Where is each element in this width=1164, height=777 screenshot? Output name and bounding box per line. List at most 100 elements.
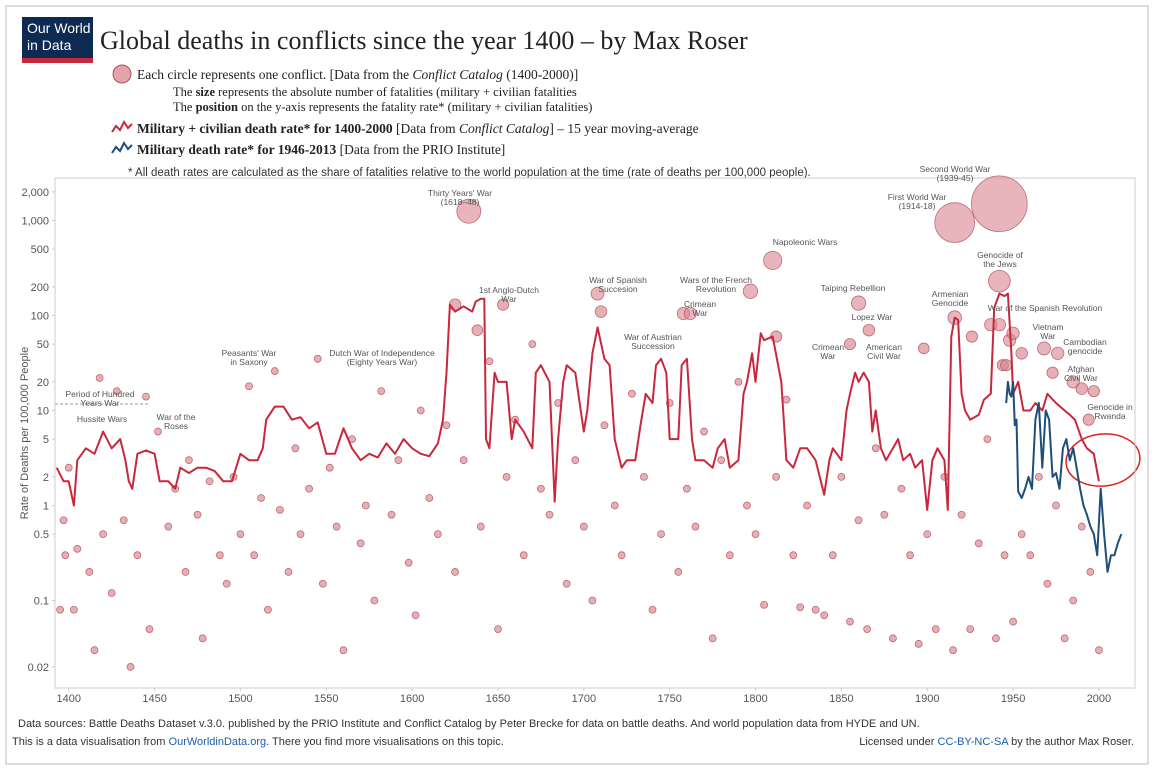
conflict-point <box>966 625 975 634</box>
legend-text: Military death rate* for 1946-2013 [Data… <box>137 142 505 157</box>
conflict-point <box>1066 375 1080 389</box>
annotation: Period of Hundred <box>66 389 135 399</box>
conflict-point <box>133 551 142 560</box>
chart-title: Global deaths in conflicts since the yea… <box>100 26 748 55</box>
annotation: War of Spanish <box>589 275 647 285</box>
conflict-point <box>1000 359 1013 372</box>
y-tick-label: 0.02 <box>28 662 49 674</box>
x-tick-label: 1700 <box>572 693 596 705</box>
hand-circle <box>1065 433 1141 487</box>
y-tick-label: 2 <box>43 472 49 484</box>
conflict-point <box>95 374 104 382</box>
conflict-point <box>69 605 78 614</box>
legend-part: Military death rate* for 1946-2013 <box>137 142 336 157</box>
logo-text: in Data <box>27 37 72 53</box>
footer-link-line: This is a data visualisation from OurWor… <box>12 736 504 748</box>
conflict-point <box>276 505 284 514</box>
conflict-point <box>90 646 99 655</box>
annotation: Succesion <box>598 284 637 294</box>
conflict-point <box>657 530 666 539</box>
annotation: Crimean <box>812 342 844 352</box>
y-axis-label: Rate of Deaths per 100,000 People <box>19 347 31 519</box>
conflict-point <box>850 295 867 311</box>
footer-link[interactable]: OurWorldinData.org <box>169 736 267 748</box>
conflict-point <box>843 338 856 351</box>
conflict-point <box>370 596 379 605</box>
conflict-point <box>264 605 272 614</box>
annotation: Afghan <box>1068 364 1095 374</box>
legend-part: [Data from the PRIO Institute] <box>340 142 506 157</box>
annotation: Armenian <box>932 289 969 299</box>
logo[interactable]: Our World in Data <box>22 17 93 63</box>
conflict-point <box>64 463 73 472</box>
conflict-point <box>181 568 190 576</box>
conflict-point <box>708 634 717 643</box>
conflict-point <box>257 494 265 502</box>
annotation: Wars of the French <box>680 275 752 285</box>
conflict-point <box>648 605 657 614</box>
conflict-point <box>571 456 580 465</box>
conflict-point <box>361 501 370 510</box>
conflict-point <box>1009 617 1017 626</box>
legend-line-blue <box>111 141 133 154</box>
logo-box <box>22 17 93 63</box>
legend-part: ] – 15 year moving-average <box>549 121 698 136</box>
conflict-point <box>957 510 966 519</box>
annotation: Succession <box>631 341 675 351</box>
conflict-point <box>411 611 420 620</box>
annotation: Civil War <box>1064 373 1098 383</box>
conflict-point <box>1051 346 1065 360</box>
conflict-point <box>433 530 442 539</box>
conflict-point <box>73 544 82 553</box>
annotation: Rwanda <box>1094 411 1125 421</box>
conflict-point <box>222 579 231 588</box>
annotation: Lopez War <box>852 312 893 322</box>
y-tick-label: 0.1 <box>34 596 49 608</box>
conflict-point <box>1000 551 1009 560</box>
conflict-point <box>1069 596 1078 605</box>
legend-part: The <box>173 100 193 114</box>
annotation: (1939-45) <box>937 173 974 183</box>
annotation: Genocide in <box>1087 402 1133 412</box>
conflict-point <box>617 551 626 560</box>
conflict-point <box>628 389 636 398</box>
logo-text: Our World <box>27 20 91 36</box>
x-tick-label: 1500 <box>228 693 252 705</box>
conflict-point <box>236 530 245 539</box>
y-tick-label: 1,000 <box>21 215 49 227</box>
conflict-point <box>743 501 751 510</box>
conflict-point <box>245 382 253 391</box>
conflict-point <box>305 484 314 493</box>
conflict-point <box>85 568 94 576</box>
footnote: * All death rates are calculated as the … <box>128 167 811 179</box>
annotation: Napoleonic Wars <box>773 237 837 247</box>
x-tick-label: 1750 <box>657 693 681 705</box>
conflict-point <box>494 625 502 634</box>
conflict-point <box>588 596 597 605</box>
conflict-point <box>931 625 940 634</box>
conflict-point <box>456 198 482 224</box>
conflict-point <box>846 617 854 626</box>
x-tick-label: 1900 <box>915 693 939 705</box>
conflict-point <box>154 427 162 436</box>
y-tick-label: 200 <box>31 282 49 294</box>
annotation: Dutch War of Independence <box>329 348 435 358</box>
y-tick-label: 100 <box>31 310 49 322</box>
annotation: Genocide of <box>977 250 1023 260</box>
conflict-point <box>112 387 121 396</box>
conflict-point <box>742 283 758 299</box>
conflict-point <box>734 377 743 386</box>
legend-part: Each circle represents one conflict. [Da… <box>137 67 409 82</box>
legend-part: on the y-axis represents the fatality ra… <box>241 100 592 114</box>
conflict-point <box>965 330 978 343</box>
conflict-point <box>803 501 811 510</box>
annotation: genocide <box>1068 346 1103 356</box>
conflict-point <box>590 286 605 301</box>
x-tick-label: 1400 <box>56 693 80 705</box>
conflict-point <box>205 477 214 486</box>
license-link[interactable]: CC-BY-NC-SA <box>938 736 1010 748</box>
conflict-point <box>1095 646 1103 655</box>
annotation: Taiping Rebellion <box>821 283 886 293</box>
conflict-point <box>1082 413 1095 426</box>
conflict-point <box>1052 501 1060 510</box>
